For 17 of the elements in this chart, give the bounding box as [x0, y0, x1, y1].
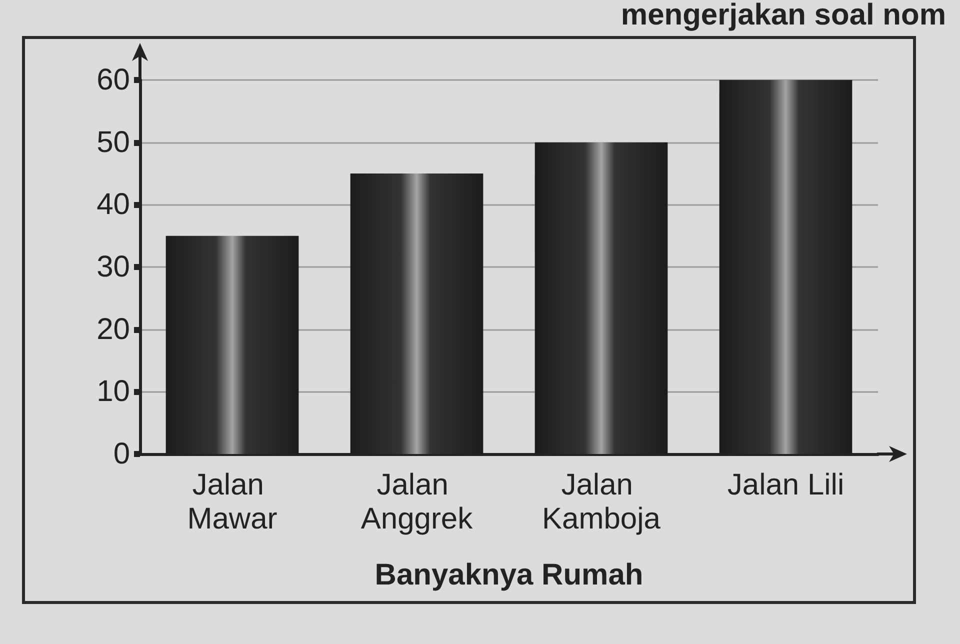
bar [534, 142, 668, 454]
y-tick-label: 50 [96, 126, 130, 159]
y-tick-label: 20 [96, 312, 130, 346]
bar [350, 174, 484, 454]
bar [166, 236, 299, 454]
x-tick-label: Jalan Anggrek [360, 468, 474, 536]
x-tick-label: Jalan Mawar [187, 468, 278, 536]
bar [719, 80, 852, 454]
y-tick-label: 0 [113, 438, 130, 470]
text: mengerjakan soal nom [620, 0, 946, 32]
x-tick-label: Jalan Lili [727, 468, 844, 502]
y-tick-label: 60 [96, 64, 130, 96]
x-axis-title: Banyaknya Rumah [374, 558, 644, 592]
y-tick-label: 30 [96, 250, 130, 284]
y-tick-label: 40 [96, 188, 130, 222]
y-tick-label: 10 [96, 375, 130, 408]
x-tick-label: Jalan Kamboja [542, 468, 661, 536]
